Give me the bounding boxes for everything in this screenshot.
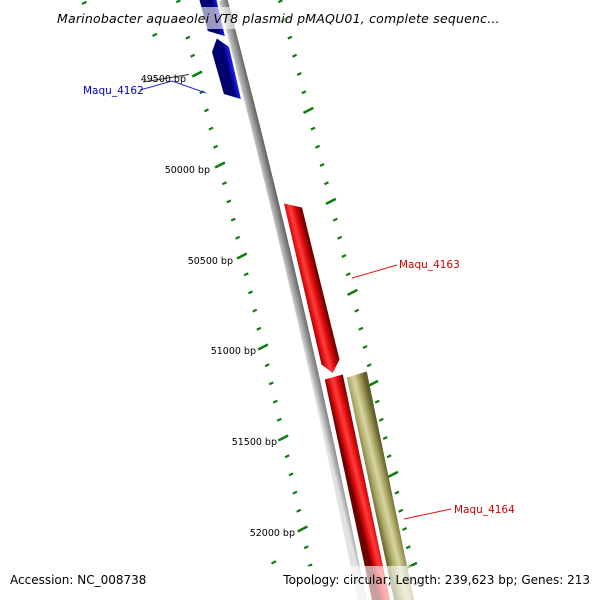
ruler-tick-mark xyxy=(319,163,325,167)
ruler-tick-mark xyxy=(297,525,308,533)
ruler-tick-mark xyxy=(302,106,314,115)
ruler-tick-mark xyxy=(284,454,290,459)
ruler-tick-mark xyxy=(252,308,258,313)
ruler-tick-mark xyxy=(323,181,329,186)
ruler-tick-mark xyxy=(214,161,226,169)
ruler-tick-mark xyxy=(341,254,347,258)
gene-label-maqu-4163[interactable]: Maqu_4163 xyxy=(399,259,460,271)
ruler-tick-mark xyxy=(247,290,253,295)
ruler-tick-mark xyxy=(367,379,379,388)
ruler-tick-mark xyxy=(221,181,227,186)
ruler-tick-mark xyxy=(325,197,337,206)
ruler-tick-mark xyxy=(394,490,400,495)
leader-line-maqu-4163 xyxy=(351,264,398,279)
accession-text: Accession: NC_008738 xyxy=(10,573,147,587)
ruler-label-50500: 50500 bp xyxy=(187,255,233,267)
ruler-tick-mark xyxy=(315,144,321,149)
ruler-tick-mark xyxy=(303,545,309,550)
ruler-label-50000: 50000 bp xyxy=(164,164,210,176)
ruler-label-49500: 49500 bp xyxy=(140,73,186,85)
topology-summary-text: Topology: circular; Length: 239,623 bp; … xyxy=(283,573,590,587)
ruler-tick-mark xyxy=(268,381,274,386)
ruler-tick-mark xyxy=(235,235,241,240)
ruler-tick-mark xyxy=(190,53,196,58)
gene-arrow-maqu-4163[interactable] xyxy=(284,203,340,374)
ruler-tick-mark xyxy=(256,326,262,331)
ruler-label-52000: 52000 bp xyxy=(249,528,295,539)
ruler-tick-mark xyxy=(292,490,298,495)
ruler-tick-mark xyxy=(386,454,392,459)
ruler-tick-mark xyxy=(310,126,316,131)
ruler-tick-mark xyxy=(366,363,372,368)
gene-label-maqu-4162[interactable]: Maqu_4162 xyxy=(83,85,144,97)
ruler-tick-mark xyxy=(358,326,364,331)
ruler-tick-mark xyxy=(378,417,384,422)
ruler-tick-mark xyxy=(398,508,404,513)
ruler-label-51500: 51500 bp xyxy=(231,437,277,448)
leader-line-maqu-4162 xyxy=(139,80,207,94)
ruler-tick-mark xyxy=(405,545,411,550)
ruler-tick-mark xyxy=(362,345,368,349)
ruler-tick-mark xyxy=(292,53,298,58)
ruler-tick-mark xyxy=(208,126,214,131)
ruler-tick-mark xyxy=(296,508,302,513)
ruler-tick-mark xyxy=(301,90,307,95)
ruler-tick-mark xyxy=(374,399,380,404)
ruler-tick-arcs xyxy=(175,0,419,586)
ruler-tick-mark xyxy=(264,363,270,368)
ruler-tick-mark xyxy=(332,217,338,222)
ruler-tick-mark xyxy=(191,70,203,78)
ruler-tick-mark xyxy=(272,399,278,404)
ruler-tick-mark xyxy=(402,527,408,531)
ruler-tick-mark xyxy=(175,0,181,4)
gene-arrow-maqu-4164[interactable] xyxy=(346,371,414,600)
ruler-tick-mark xyxy=(203,108,209,113)
ruler-tick-mark xyxy=(257,343,269,351)
ruler-tick-mark xyxy=(277,0,283,4)
gene-arrow-downstream-red[interactable] xyxy=(324,374,390,600)
ruler-tick-mark xyxy=(296,72,302,76)
backbone-arc[interactable] xyxy=(218,0,367,600)
ruler-tick-mark xyxy=(347,288,358,297)
ruler-tick-mark xyxy=(277,434,289,442)
ruler-tick-mark xyxy=(354,308,360,313)
ruler-tick-mark xyxy=(185,35,191,40)
gene-label-maqu-4164[interactable]: Maqu_4164 xyxy=(454,504,515,516)
title-backdrop-band xyxy=(0,7,600,29)
ruler-tick-mark xyxy=(236,252,248,260)
ruler-tick-mark xyxy=(230,217,236,222)
sequence-title: Marinobacter aquaeolei VT8 plasmid pMAQU… xyxy=(57,11,500,26)
ruler-tick-mark xyxy=(276,417,282,422)
ruler-tick-mark xyxy=(382,436,388,440)
ruler-tick-mark xyxy=(345,272,351,277)
ruler-tick-mark xyxy=(243,272,249,277)
ruler-tick-mark xyxy=(288,472,294,477)
ruler-tick-mark xyxy=(387,470,399,479)
ruler-tick-mark xyxy=(226,199,232,204)
status-bar xyxy=(0,566,600,600)
leader-line-tick-49500 xyxy=(142,74,190,83)
gene-arrow-maqu-4162[interactable] xyxy=(212,38,241,100)
leader-line-maqu-4164 xyxy=(403,508,452,520)
ruler-label-51000: 51000 bp xyxy=(210,346,256,357)
ruler-tick-mark xyxy=(213,144,219,149)
ruler-tick-mark xyxy=(337,235,343,240)
stray-tick-marks xyxy=(81,0,277,565)
ruler-tick-mark xyxy=(287,35,293,40)
